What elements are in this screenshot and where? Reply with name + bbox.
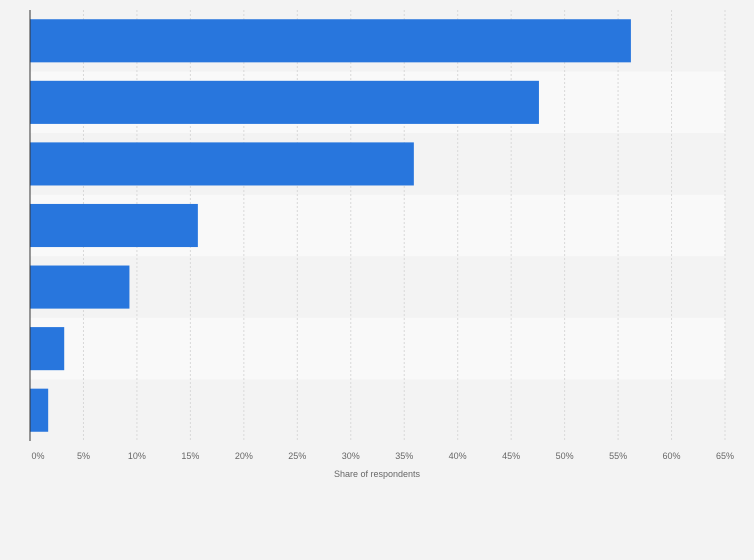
bar[interactable] [30, 19, 631, 63]
x-tick-label: 25% [288, 451, 306, 461]
x-axis-label: Share of respondents [334, 469, 421, 479]
x-tick-label: 15% [181, 451, 199, 461]
x-tick-label: 35% [395, 451, 413, 461]
bar[interactable] [30, 327, 65, 371]
row-band [30, 379, 725, 441]
x-tick-label: 20% [235, 451, 253, 461]
x-tick-label: 40% [449, 451, 467, 461]
x-tick-label: 60% [663, 451, 681, 461]
bar[interactable] [30, 142, 414, 186]
x-tick-label: 5% [77, 451, 90, 461]
x-tick-label: 10% [128, 451, 146, 461]
x-tick-label: 30% [342, 451, 360, 461]
x-tick-label: 50% [556, 451, 574, 461]
x-tick-label: 45% [502, 451, 520, 461]
row-band [30, 256, 725, 318]
bar[interactable] [30, 203, 198, 248]
bar[interactable] [30, 265, 130, 309]
bar[interactable] [30, 388, 49, 432]
x-tick-label: 65% [716, 451, 734, 461]
x-tick-label: 55% [609, 451, 627, 461]
row-band [30, 317, 725, 380]
x-tick-label: 0% [31, 451, 44, 461]
bar[interactable] [30, 80, 539, 124]
